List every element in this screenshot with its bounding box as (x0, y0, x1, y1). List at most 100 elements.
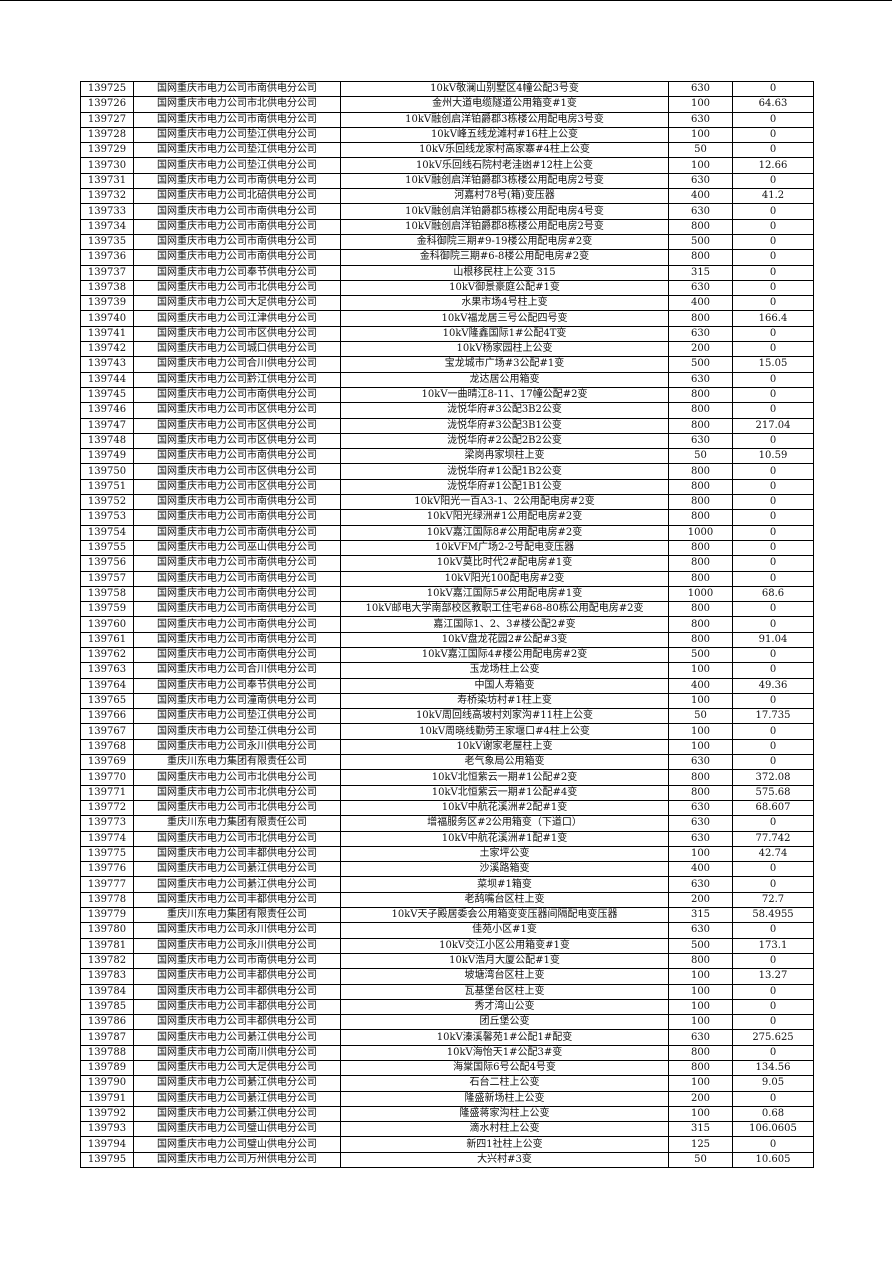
table-row: 139780 国网重庆市电力公司永川供电分公司 佳苑小区#1变 630 0 (80, 922, 814, 939)
cell-company: 国网重庆市电力公司丰都供电分公司 (133, 845, 341, 863)
cell-transformer-name: 寿桥染坊村#1柱上变 (340, 692, 669, 710)
table-row: 139731 国网重庆市电力公司市南供电分公司 10kV融创启洋铂爵郡3栋楼公用配电… (80, 172, 814, 190)
cell-value: 68.6 (732, 585, 814, 603)
cell-capacity: 1000 (668, 524, 733, 541)
cell-company: 国网重庆市电力公司市北供电分公司 (133, 96, 341, 113)
cell-value: 575.68 (732, 784, 814, 801)
cell-value: 77.742 (732, 830, 814, 847)
cell-capacity: 315 (668, 264, 733, 281)
cell-row-id: 139742 (80, 341, 134, 358)
cell-capacity: 100 (668, 723, 733, 740)
cell-company: 国网重庆市电力公司北碚供电分公司 (133, 188, 341, 205)
cell-value: 0 (732, 692, 814, 710)
table-row: 139789 国网重庆市电力公司大足供电分公司 海棠国际6号公配4号变 800 134.… (80, 1059, 814, 1077)
cell-company: 国网重庆市电力公司市区供电分公司 (133, 325, 341, 343)
cell-transformer-name: 10kV海怡天1#公配3#变 (340, 1044, 669, 1062)
cell-row-id: 139759 (80, 601, 134, 618)
cell-value: 91.04 (732, 631, 814, 648)
cell-value: 13.27 (732, 968, 814, 985)
cell-row-id: 139776 (80, 861, 134, 878)
cell-row-id: 139782 (80, 952, 134, 970)
cell-company: 重庆川东电力集团有限责任公司 (133, 815, 341, 832)
cell-capacity: 800 (668, 769, 733, 786)
table-row: 139726 国网重庆市电力公司市北供电分公司 金州大道电缆隧道公用箱变#1变 100… (80, 96, 814, 113)
cell-value: 0 (732, 111, 814, 128)
cell-transformer-name: 瓦基堡台区柱上变 (340, 983, 669, 1000)
table-row: 139752 国网重庆市电力公司市南供电分公司 10kV阳光一百A3-1、2公用配电… (80, 494, 814, 511)
cell-row-id: 139733 (80, 203, 134, 220)
cell-capacity: 50 (668, 142, 733, 159)
cell-capacity: 630 (668, 111, 733, 128)
cell-transformer-name: 金州大道电缆隧道公用箱变#1变 (340, 96, 669, 113)
cell-company: 国网重庆市电力公司江津供电分公司 (133, 310, 341, 327)
cell-transformer-name: 泷悦华府#1公配1B2公变 (340, 463, 669, 480)
table-row: 139754 国网重庆市电力公司市南供电分公司 10kV嘉江国际8#公用配电房#2变… (80, 524, 814, 541)
cell-row-id: 139769 (80, 754, 134, 771)
cell-value: 0 (732, 341, 814, 358)
cell-transformer-name: 10kV周晓线勤劳王家堰口#4柱上公变 (340, 723, 669, 740)
cell-transformer-name: 嘉江国际1、2、3#楼公配2#变 (340, 616, 669, 633)
cell-company: 国网重庆市电力公司丰都供电分公司 (133, 968, 341, 985)
cell-capacity: 630 (668, 325, 733, 343)
cell-value: 166.4 (732, 310, 814, 327)
table-row: 139794 国网重庆市电力公司璧山供电分公司 新四1社柱上公变 125 0 (80, 1136, 814, 1153)
cell-capacity: 50 (668, 448, 733, 465)
cell-row-id: 139778 (80, 891, 134, 909)
cell-value: 0 (732, 203, 814, 220)
cell-transformer-name: 10kV嘉江国际8#公用配电房#2变 (340, 524, 669, 541)
cell-value: 0 (732, 983, 814, 1000)
cell-row-id: 139735 (80, 233, 134, 251)
table-row: 139742 国网重庆市电力公司城口供电分公司 10kV杨家园柱上公变 200 0 (80, 341, 814, 358)
cell-row-id: 139781 (80, 937, 134, 954)
table-row: 139775 国网重庆市电力公司丰都供电分公司 土家坪公变 100 42.74 (80, 845, 814, 863)
cell-company: 国网重庆市电力公司綦江供电分公司 (133, 1090, 341, 1107)
cell-capacity: 630 (668, 815, 733, 832)
cell-capacity: 630 (668, 799, 733, 817)
cell-company: 国网重庆市电力公司永川供电分公司 (133, 937, 341, 954)
table-row: 139778 国网重庆市电力公司丰都供电分公司 老鸹嘴台区柱上变 200 72.7 (80, 891, 814, 909)
table-row: 139762 国网重庆市电力公司市南供电分公司 10kV嘉江国际4#楼公用配电房#2… (80, 646, 814, 664)
cell-company: 国网重庆市电力公司市南供电分公司 (133, 616, 341, 633)
cell-row-id: 139738 (80, 279, 134, 297)
cell-company: 国网重庆市电力公司市北供电分公司 (133, 784, 341, 801)
cell-capacity: 400 (668, 188, 733, 205)
cell-transformer-name: 10kV乐回线龙家村高家寨#4柱上公变 (340, 142, 669, 159)
cell-capacity: 630 (668, 830, 733, 847)
cell-company: 国网重庆市电力公司市北供电分公司 (133, 279, 341, 297)
cell-company: 国网重庆市电力公司市南供电分公司 (133, 524, 341, 541)
cell-capacity: 400 (668, 861, 733, 878)
cell-capacity: 100 (668, 968, 733, 985)
table-row: 139729 国网重庆市电力公司垫江供电分公司 10kV乐回线龙家村高家寨#4柱上公… (80, 142, 814, 159)
table-row: 139734 国网重庆市电力公司市南供电分公司 10kV融创启洋铂爵郡8栋楼公用配电… (80, 218, 814, 235)
cell-value: 134.56 (732, 1059, 814, 1077)
cell-transformer-name: 玉龙场柱上公变 (340, 662, 669, 679)
cell-row-id: 139794 (80, 1136, 134, 1153)
cell-transformer-name: 泷悦华府#2公配2B2公变 (340, 432, 669, 450)
cell-company: 国网重庆市电力公司黔江供电分公司 (133, 371, 341, 388)
cell-company: 重庆川东电力集团有限责任公司 (133, 907, 341, 924)
cell-company: 国网重庆市电力公司市南供电分公司 (133, 952, 341, 970)
cell-row-id: 139726 (80, 96, 134, 113)
cell-company: 国网重庆市电力公司奉节供电分公司 (133, 677, 341, 694)
cell-value: 0 (732, 126, 814, 144)
cell-transformer-name: 10kV邮电大学南部校区教职工住宅#68-80栋公用配电房#2变 (340, 601, 669, 618)
table-row: 139738 国网重庆市电力公司市北供电分公司 10kV御景豪庭公配#1变 630 0 (80, 279, 814, 297)
cell-capacity: 800 (668, 494, 733, 511)
cell-value: 0 (732, 218, 814, 235)
cell-company: 国网重庆市电力公司市南供电分公司 (133, 646, 341, 664)
cell-row-id: 139727 (80, 111, 134, 128)
cell-transformer-name: 泷悦华府#3公配3B2公变 (340, 402, 669, 419)
cell-company: 国网重庆市电力公司市南供电分公司 (133, 203, 341, 220)
cell-row-id: 139765 (80, 692, 134, 710)
cell-capacity: 630 (668, 876, 733, 893)
cell-capacity: 100 (668, 1014, 733, 1031)
cell-value: 0 (732, 646, 814, 664)
cell-row-id: 139772 (80, 799, 134, 817)
cell-transformer-name: 10kV盘龙花园2#公配#3变 (340, 631, 669, 648)
cell-company: 国网重庆市电力公司市南供电分公司 (133, 233, 341, 251)
cell-capacity: 630 (668, 432, 733, 450)
cell-row-id: 139734 (80, 218, 134, 235)
cell-row-id: 139793 (80, 1121, 134, 1138)
table-row: 139743 国网重庆市电力公司合川供电分公司 宝龙城市广场#3公配#1变 500 15… (80, 356, 814, 373)
cell-capacity: 800 (668, 952, 733, 970)
